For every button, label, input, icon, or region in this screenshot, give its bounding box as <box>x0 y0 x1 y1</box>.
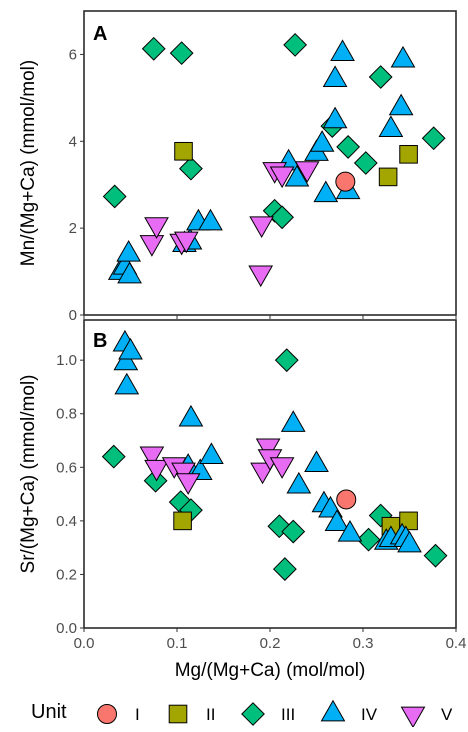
panel-b-x-tick-label: 0.1 <box>167 635 188 652</box>
panel-b-y-tick-label: 0.6 <box>56 459 77 476</box>
panel-a-letter: A <box>93 23 107 45</box>
legend-key-unit-III <box>242 703 264 725</box>
legend-label-unit-II: II <box>206 705 215 724</box>
panel-b-y-tick-label: 0.4 <box>56 513 77 530</box>
panel-a-y-axis-title: Mn/(Mg+Ca) (mmol/mol) <box>18 60 39 266</box>
panel-a-point-unit-II <box>400 146 418 164</box>
panel-b-y-tick-label: 0.8 <box>56 406 77 423</box>
panel-a: A Mn/(Mg+Ca) (mmol/mol) 0 2 4 6 <box>18 11 456 324</box>
legend-key-unit-II <box>169 705 187 723</box>
panel-b-x-tick-label: 0.2 <box>260 635 281 652</box>
panel-b-y-tick-label: 1.0 <box>56 352 77 369</box>
panel-b-point-unit-II <box>174 512 192 530</box>
legend-key-unit-I <box>98 705 117 724</box>
legend-items: I II III IV V <box>98 701 454 727</box>
legend-label-unit-IV: IV <box>361 705 378 724</box>
panel-b-x-tick-label: 0.3 <box>353 635 374 652</box>
legend-label-unit-III: III <box>281 705 295 724</box>
legend-title: Unit <box>31 701 67 723</box>
panel-b-y-tick-label: 0.2 <box>56 566 77 583</box>
panel-a-y-tick-label: 2 <box>69 220 77 237</box>
panel-a-y-tick-label: 4 <box>69 133 77 150</box>
x-axis-title: Mg/(Mg+Ca) (mol/mol) <box>175 660 366 681</box>
panel-a-y-tick-label: 6 <box>69 46 77 63</box>
panel-b-letter: B <box>93 330 107 352</box>
panel-b-point-unit-I <box>337 490 356 509</box>
panel-b-x-tick-label: 0.0 <box>74 635 95 652</box>
panel-b: B Sr/(Mg+Ca) (mmol/mol) 0.0 0.2 0.4 0.6 0.8 1… <box>18 320 466 652</box>
panel-b-y-axis-title: Sr/(Mg+Ca) (mmol/mol) <box>18 375 39 574</box>
legend: Unit I II III IV V <box>31 701 453 727</box>
panel-a-point-unit-I <box>336 172 355 191</box>
panel-a-point-unit-II <box>379 168 397 186</box>
legend-key-unit-V <box>402 707 425 727</box>
panel-b-x-tick-label: 0.4 <box>446 635 467 652</box>
legend-key-unit-IV <box>322 701 345 721</box>
panel-b-frame <box>84 320 456 628</box>
legend-label-unit-I: I <box>135 705 140 724</box>
legend-label-unit-V: V <box>441 705 453 724</box>
panel-a-point-unit-II <box>175 142 193 160</box>
panel-a-y-tick-label: 0 <box>69 307 77 324</box>
